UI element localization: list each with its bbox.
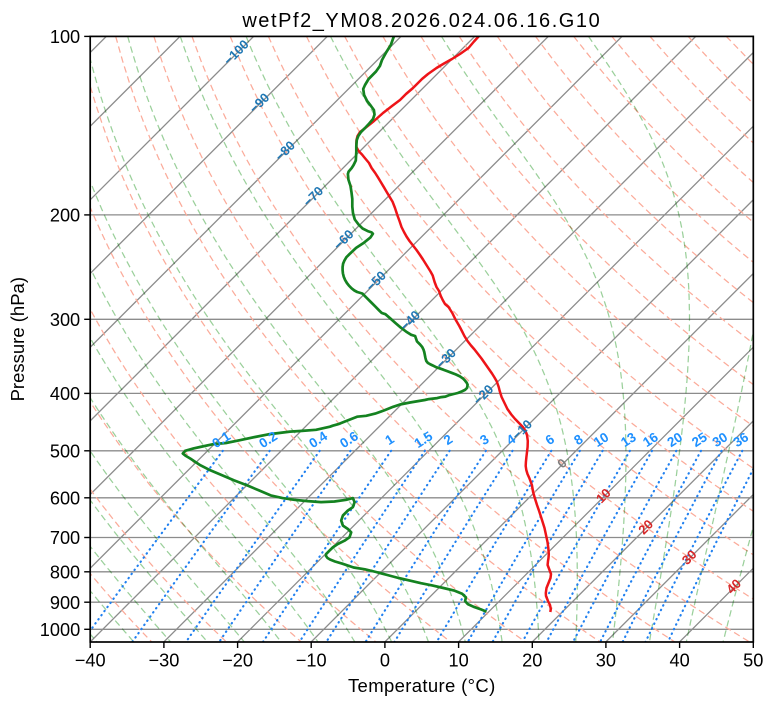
svg-text:−40: −40 [75,651,106,671]
svg-text:50: 50 [743,651,763,671]
svg-text:−10: −10 [296,651,327,671]
svg-text:−20: −20 [222,651,253,671]
svg-text:Pressure (hPa): Pressure (hPa) [7,277,28,401]
svg-text:wetPf2_YM08.2026.024.06.16.G10: wetPf2_YM08.2026.024.06.16.G10 [241,10,601,32]
svg-text:800: 800 [50,563,80,583]
svg-text:Temperature (°C): Temperature (°C) [348,675,496,696]
svg-text:0: 0 [380,651,390,671]
svg-text:1000: 1000 [40,620,80,640]
svg-text:30: 30 [596,651,616,671]
svg-text:20: 20 [522,651,542,671]
svg-text:600: 600 [50,489,80,509]
svg-text:500: 500 [50,442,80,462]
svg-text:700: 700 [50,528,80,548]
svg-text:40: 40 [669,651,689,671]
svg-text:300: 300 [50,310,80,330]
svg-text:100: 100 [50,27,80,47]
svg-text:400: 400 [50,384,80,404]
svg-text:200: 200 [50,206,80,226]
svg-text:900: 900 [50,593,80,613]
svg-text:−30: −30 [148,651,179,671]
svg-text:10: 10 [448,651,468,671]
